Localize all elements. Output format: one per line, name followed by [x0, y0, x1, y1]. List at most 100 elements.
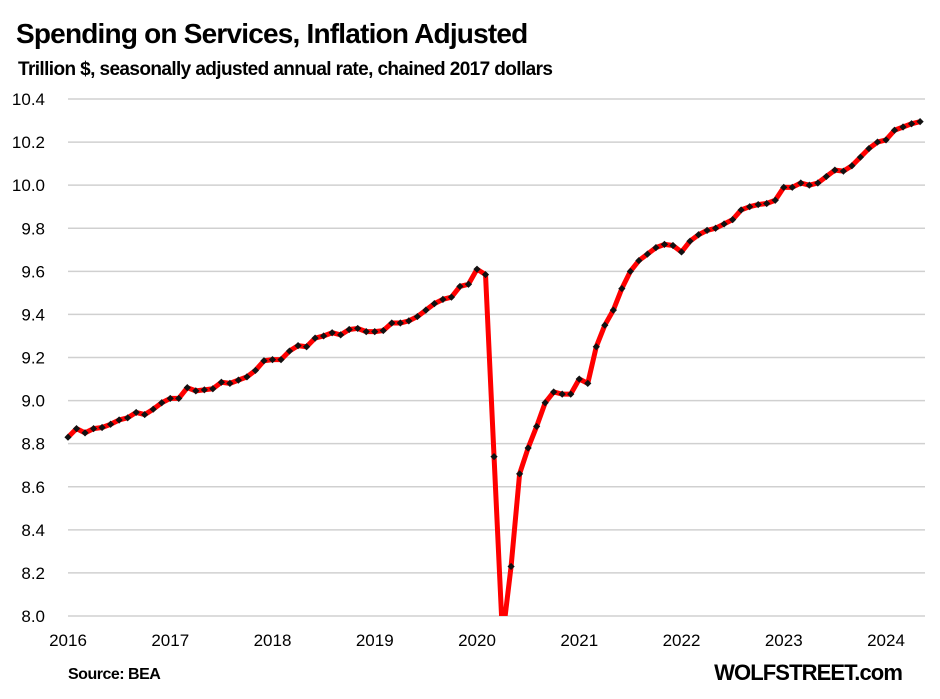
data-point-marker — [98, 423, 106, 432]
data-point-marker — [524, 444, 532, 452]
data-point-marker — [669, 241, 677, 250]
data-point-marker — [481, 270, 490, 279]
data-point-marker — [746, 203, 754, 211]
data-point-marker — [166, 394, 174, 403]
data-point-marker — [575, 375, 583, 383]
y-tick-label: 8.4 — [21, 521, 45, 540]
y-tick-label: 10.2 — [12, 133, 45, 152]
data-point-marker — [643, 250, 652, 258]
data-point-marker — [473, 265, 481, 273]
gridlines — [68, 98, 925, 617]
data-point-marker — [345, 325, 353, 334]
y-axis-ticks: 10.4 10.2 10.0 9.8 9.6 9.4 9.2 9.0 8.8 8.6 8.4 8.2 8… — [12, 90, 45, 626]
data-point-marker — [396, 319, 404, 327]
data-point-marker — [550, 388, 558, 396]
data-point-marker — [660, 240, 669, 249]
y-tick-label: 10.4 — [12, 90, 45, 109]
data-point-marker — [873, 138, 882, 146]
data-point-marker — [771, 196, 779, 204]
data-point-marker — [780, 183, 788, 191]
data-point-marker — [354, 324, 362, 333]
data-point-marker — [763, 199, 771, 208]
data-point-marker — [328, 329, 336, 337]
brand-watermark: WOLFSTREET.com — [714, 660, 903, 685]
data-point-marker — [209, 385, 217, 393]
data-point-marker — [388, 319, 396, 327]
data-point-marker — [251, 366, 260, 375]
x-tick-label: 2024 — [867, 631, 905, 650]
data-point-marker — [567, 390, 575, 398]
data-point-marker — [703, 226, 711, 235]
data-point-marker — [72, 424, 81, 433]
data-point-marker — [533, 422, 541, 431]
data-point-marker — [558, 390, 566, 398]
data-point-marker — [302, 343, 311, 351]
data-point-marker — [158, 399, 166, 407]
data-point-marker — [320, 332, 328, 340]
data-point-marker — [848, 162, 856, 170]
data-point-marker — [694, 231, 703, 239]
data-point-marker — [175, 394, 183, 403]
data-point-marker — [456, 282, 464, 291]
x-tick-label: 2023 — [765, 631, 803, 650]
data-point-marker — [64, 433, 72, 441]
data-point-marker — [200, 386, 208, 394]
y-tick-label: 8.8 — [21, 435, 45, 454]
data-point-marker — [516, 470, 524, 478]
data-point-marker — [856, 153, 865, 161]
data-point-marker — [916, 118, 924, 126]
data-point-marker — [226, 379, 234, 387]
data-point-marker — [243, 373, 251, 381]
data-point-marker — [626, 267, 634, 275]
data-point-marker — [814, 179, 822, 187]
data-point-marker — [89, 424, 98, 433]
y-tick-label: 9.0 — [21, 392, 45, 411]
x-tick-label: 2018 — [254, 631, 292, 650]
x-tick-label: 2019 — [356, 631, 394, 650]
data-point-marker — [609, 306, 617, 314]
data-point-marker — [839, 167, 847, 175]
data-point-marker — [831, 166, 839, 174]
source-note: Source: BEA — [68, 666, 161, 683]
data-point-marker — [234, 376, 243, 384]
data-point-marker — [115, 416, 123, 424]
data-point-marker — [797, 179, 805, 187]
data-point-marker — [311, 334, 319, 342]
x-tick-label: 2021 — [560, 631, 598, 650]
data-point-marker — [371, 328, 379, 336]
data-point-marker — [592, 343, 600, 351]
data-point-marker — [81, 429, 89, 437]
y-tick-label: 9.2 — [21, 349, 45, 368]
data-point-marker — [729, 216, 737, 224]
data-point-marker — [439, 295, 447, 303]
series-group — [64, 118, 924, 616]
y-tick-label: 9.6 — [21, 262, 45, 281]
data-point-marker — [141, 410, 149, 419]
x-tick-label: 2017 — [151, 631, 189, 650]
data-point-marker — [618, 284, 626, 293]
data-point-marker — [337, 331, 345, 339]
x-tick-label: 2020 — [458, 631, 496, 650]
data-point-marker — [413, 312, 421, 321]
data-point-marker — [601, 321, 609, 329]
chart-subtitle: Trillion $, seasonally adjusted annual r… — [18, 59, 553, 80]
data-point-marker — [132, 408, 140, 417]
chart-title: Spending on Services, Inflation Adjusted — [16, 18, 528, 49]
data-point-marker — [635, 256, 643, 265]
data-point-marker — [788, 183, 796, 191]
data-point-marker — [882, 136, 890, 144]
data-point-marker — [268, 356, 277, 364]
data-point-marker — [405, 317, 413, 325]
y-tick-label: 8.2 — [21, 564, 45, 583]
data-point-marker — [822, 172, 830, 181]
data-point-marker — [677, 248, 686, 256]
data-point-marker — [754, 200, 762, 209]
data-point-marker — [720, 220, 728, 228]
x-tick-label: 2016 — [49, 631, 87, 650]
data-point-marker — [107, 420, 115, 428]
data-point-marker — [805, 181, 813, 189]
series-line — [66, 119, 921, 616]
data-point-marker — [183, 384, 191, 392]
data-point-marker — [124, 414, 132, 422]
y-tick-label: 8.6 — [21, 478, 45, 497]
